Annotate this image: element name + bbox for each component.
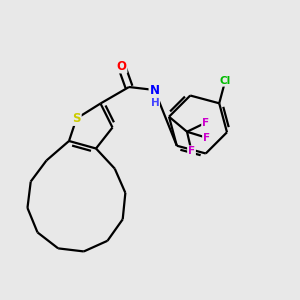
Text: S: S <box>72 112 81 125</box>
Text: N: N <box>149 83 160 97</box>
Text: F: F <box>203 133 210 143</box>
Text: Cl: Cl <box>220 76 231 86</box>
Text: O: O <box>116 59 127 73</box>
Text: F: F <box>202 118 209 128</box>
Text: H: H <box>151 98 160 108</box>
Text: F: F <box>188 146 195 156</box>
